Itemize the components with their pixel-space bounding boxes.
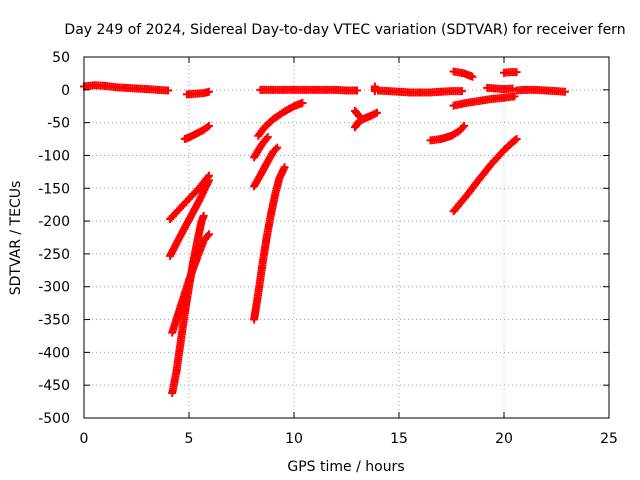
x-tick-label: 0 <box>80 431 89 447</box>
x-tick-label: 25 <box>600 431 618 447</box>
series-17 <box>426 121 469 145</box>
data-point <box>560 87 569 96</box>
data-point <box>468 72 477 81</box>
data-point <box>204 121 213 130</box>
data-points <box>80 67 569 398</box>
data-point <box>204 87 213 96</box>
grid-lines <box>84 57 609 418</box>
data-point <box>280 163 289 172</box>
series-5 <box>166 176 213 260</box>
series-23 <box>512 85 569 96</box>
y-tick-label: -150 <box>38 181 70 197</box>
series-11 <box>250 143 282 191</box>
y-tick-label: -100 <box>38 148 70 164</box>
y-tick-labels: 50 0 -50 -100 -150 -200 -250 -300 -350 -400 -450 -5… <box>38 50 70 427</box>
data-point <box>508 84 517 93</box>
data-point <box>199 211 208 220</box>
x-tick-label: 5 <box>185 431 194 447</box>
series-7 <box>168 211 208 398</box>
data-point <box>511 136 520 145</box>
series-1 <box>80 81 172 95</box>
data-point <box>458 123 467 132</box>
y-tick-label: -300 <box>38 280 70 296</box>
series-14 <box>350 108 381 132</box>
y-tick-label: 0 <box>61 83 70 99</box>
data-point <box>372 108 381 117</box>
series-18 <box>449 67 477 81</box>
data-point <box>298 98 307 107</box>
series-8 <box>256 85 361 95</box>
x-tick-label: 20 <box>495 431 513 447</box>
series-12 <box>250 163 289 324</box>
axis-ticks <box>83 56 610 419</box>
data-point <box>271 145 280 154</box>
series-9 <box>254 98 307 140</box>
data-point <box>164 86 172 95</box>
series-22 <box>449 135 521 216</box>
data-point <box>263 133 272 142</box>
x-axis-label: GPS time / hours <box>287 459 404 475</box>
y-tick-label: -450 <box>38 378 70 394</box>
y-tick-label: -50 <box>47 116 70 132</box>
series-16 <box>374 86 466 97</box>
data-point <box>204 230 213 239</box>
series-2 <box>182 87 213 99</box>
y-tick-label: -350 <box>38 313 70 329</box>
x-tick-label: 15 <box>390 431 408 447</box>
series-10 <box>250 133 272 162</box>
series-4 <box>166 171 213 224</box>
x-tick-labels: 0 5 10 15 20 25 <box>80 431 618 447</box>
y-tick-label: -250 <box>38 247 70 263</box>
y-tick-label: -200 <box>38 214 70 230</box>
y-tick-label: 50 <box>52 50 70 66</box>
data-point <box>510 92 519 101</box>
y-axis-label: SDTVAR / TECUs <box>8 181 24 296</box>
series-20 <box>483 83 517 94</box>
data-point <box>512 135 521 144</box>
data-point <box>512 68 521 77</box>
x-tick-label: 10 <box>285 431 303 447</box>
data-point <box>204 176 213 185</box>
data-point <box>458 87 466 96</box>
data-point <box>460 121 469 130</box>
data-point <box>353 86 361 95</box>
data-point <box>354 110 363 119</box>
series-3 <box>180 121 213 144</box>
chart-title: Day 249 of 2024, Sidereal Day-to-day VTE… <box>64 22 625 38</box>
y-tick-label: -400 <box>38 345 70 361</box>
plot-frame <box>83 56 610 419</box>
series-19 <box>449 92 519 110</box>
series-21 <box>500 68 521 77</box>
data-point <box>273 143 282 152</box>
y-tick-label: -500 <box>38 411 70 427</box>
data-point <box>203 231 212 240</box>
data-point <box>262 134 271 143</box>
